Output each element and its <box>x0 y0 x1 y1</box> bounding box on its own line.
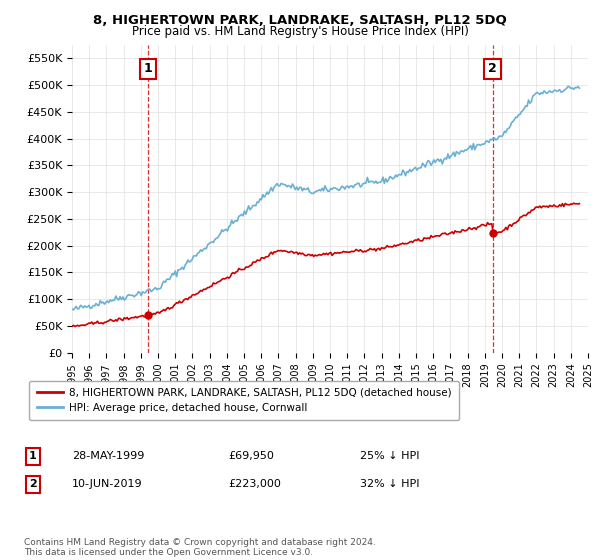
Text: 2: 2 <box>29 479 37 489</box>
Text: £69,950: £69,950 <box>228 451 274 461</box>
Text: 8, HIGHERTOWN PARK, LANDRAKE, SALTASH, PL12 5DQ: 8, HIGHERTOWN PARK, LANDRAKE, SALTASH, P… <box>93 14 507 27</box>
Text: 32% ↓ HPI: 32% ↓ HPI <box>360 479 419 489</box>
Text: 2: 2 <box>488 62 497 76</box>
Text: £223,000: £223,000 <box>228 479 281 489</box>
Text: 1: 1 <box>143 62 152 76</box>
Text: 1: 1 <box>29 451 37 461</box>
Text: 28-MAY-1999: 28-MAY-1999 <box>72 451 145 461</box>
Text: Contains HM Land Registry data © Crown copyright and database right 2024.
This d: Contains HM Land Registry data © Crown c… <box>24 538 376 557</box>
Text: 10-JUN-2019: 10-JUN-2019 <box>72 479 143 489</box>
Legend: 8, HIGHERTOWN PARK, LANDRAKE, SALTASH, PL12 5DQ (detached house), HPI: Average p: 8, HIGHERTOWN PARK, LANDRAKE, SALTASH, P… <box>29 380 459 421</box>
Text: 25% ↓ HPI: 25% ↓ HPI <box>360 451 419 461</box>
Text: Price paid vs. HM Land Registry's House Price Index (HPI): Price paid vs. HM Land Registry's House … <box>131 25 469 38</box>
